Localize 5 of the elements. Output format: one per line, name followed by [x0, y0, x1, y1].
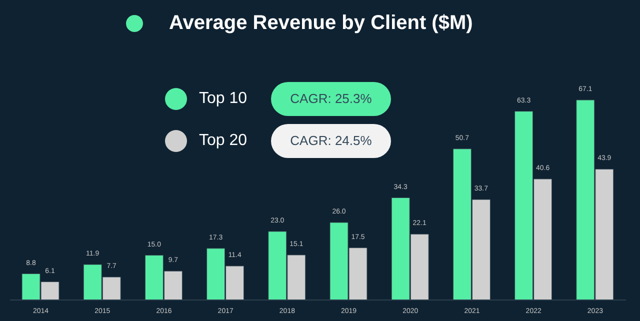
chart-title: Average Revenue by Client ($M): [169, 12, 473, 34]
annotation: CAGR: 24.5%: [271, 124, 391, 158]
annotation: CAGR: 25.3%: [271, 82, 391, 116]
legend-label: Top 10: [199, 90, 248, 108]
legend-label: Top 20: [199, 132, 248, 150]
